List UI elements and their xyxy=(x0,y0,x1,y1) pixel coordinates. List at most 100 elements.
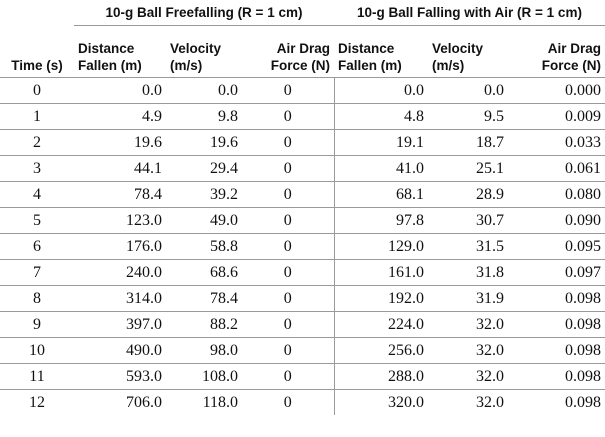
cell-air-drag: 0.009 xyxy=(508,103,605,130)
cell-air-distance: 161.0 xyxy=(333,259,428,286)
cell-time: 8 xyxy=(0,285,74,312)
cell-air-distance: 288.0 xyxy=(333,363,428,390)
cell-air-drag: 0.098 xyxy=(508,337,605,364)
table-row: 6 176.0 58.8 0 129.0 31.5 0.095 xyxy=(0,233,605,260)
col-header-time-label: Time (s) xyxy=(11,58,63,73)
cell-air-velocity: 32.0 xyxy=(428,337,508,364)
cell-free-drag: 0 xyxy=(242,311,334,338)
cell-time: 5 xyxy=(0,207,74,234)
cell-air-drag: 0.000 xyxy=(508,77,605,104)
cell-air-velocity: 0.0 xyxy=(428,77,508,104)
cell-free-distance: 314.0 xyxy=(74,285,166,312)
cell-air-drag: 0.098 xyxy=(508,285,605,312)
group-header-freefall: 10-g Ball Freefalling (R = 1 cm) xyxy=(74,0,334,26)
cell-time: 9 xyxy=(0,311,74,338)
cell-free-velocity: 88.2 xyxy=(166,311,242,338)
cell-time: 1 xyxy=(0,103,74,130)
cell-air-distance: 41.0 xyxy=(333,155,428,182)
cell-free-distance: 0.0 xyxy=(74,77,166,104)
cell-free-distance: 706.0 xyxy=(74,389,166,415)
cell-air-drag: 0.098 xyxy=(508,389,605,415)
col-header-air-drag: Air Drag Force (N) xyxy=(508,26,605,78)
table-row: 11 593.0 108.0 0 288.0 32.0 0.098 xyxy=(0,363,605,390)
cell-free-velocity: 29.4 xyxy=(166,155,242,182)
cell-free-velocity: 98.0 xyxy=(166,337,242,364)
cell-air-drag: 0.061 xyxy=(508,155,605,182)
table-row: 5 123.0 49.0 0 97.8 30.7 0.090 xyxy=(0,207,605,234)
cell-air-distance: 68.1 xyxy=(333,181,428,208)
cell-free-distance: 123.0 xyxy=(74,207,166,234)
falling-ball-data-table: 10-g Ball Freefalling (R = 1 cm) 10-g Ba… xyxy=(0,0,605,415)
cell-air-velocity: 28.9 xyxy=(428,181,508,208)
cell-free-velocity: 118.0 xyxy=(166,389,242,415)
cell-free-distance: 397.0 xyxy=(74,311,166,338)
cell-free-velocity: 78.4 xyxy=(166,285,242,312)
table-row: 3 44.1 29.4 0 41.0 25.1 0.061 xyxy=(0,155,605,182)
cell-free-velocity: 58.8 xyxy=(166,233,242,260)
cell-free-distance: 78.4 xyxy=(74,181,166,208)
cell-free-drag: 0 xyxy=(242,259,334,286)
cell-time: 3 xyxy=(0,155,74,182)
col-header-air-velocity-line2: (m/s) xyxy=(432,58,465,73)
cell-air-distance: 320.0 xyxy=(333,389,428,415)
col-header-air-drag-line1: Air Drag xyxy=(547,41,601,56)
col-header-free-velocity-line1: Velocity xyxy=(170,41,222,56)
table-row: 7 240.0 68.6 0 161.0 31.8 0.097 xyxy=(0,259,605,286)
col-header-free-distance-line2: Fallen (m) xyxy=(78,58,142,73)
group-header-empty xyxy=(0,0,74,26)
cell-air-drag: 0.098 xyxy=(508,363,605,390)
cell-air-drag: 0.090 xyxy=(508,207,605,234)
cell-air-drag: 0.095 xyxy=(508,233,605,260)
cell-free-distance: 593.0 xyxy=(74,363,166,390)
col-header-air-distance: Distance Fallen (m) xyxy=(334,26,428,78)
table-row: 9 397.0 88.2 0 224.0 32.0 0.098 xyxy=(0,311,605,338)
cell-air-distance: 19.1 xyxy=(333,129,428,156)
cell-free-drag: 0 xyxy=(242,337,334,364)
cell-free-drag: 0 xyxy=(242,155,334,182)
cell-air-distance: 97.8 xyxy=(333,207,428,234)
cell-air-distance: 4.8 xyxy=(333,103,428,130)
cell-air-distance: 224.0 xyxy=(333,311,428,338)
cell-time: 4 xyxy=(0,181,74,208)
cell-free-velocity: 0.0 xyxy=(166,77,242,104)
cell-free-drag: 0 xyxy=(242,129,334,156)
cell-free-distance: 176.0 xyxy=(74,233,166,260)
cell-free-distance: 240.0 xyxy=(74,259,166,286)
col-header-free-distance: Distance Fallen (m) xyxy=(74,26,166,78)
col-header-air-distance-line2: Fallen (m) xyxy=(338,58,402,73)
cell-time: 12 xyxy=(0,389,74,415)
col-header-time: Time (s) xyxy=(0,26,74,78)
cell-free-drag: 0 xyxy=(242,77,334,104)
col-header-free-velocity-line2: (m/s) xyxy=(170,58,203,73)
cell-air-velocity: 18.7 xyxy=(428,129,508,156)
cell-free-velocity: 19.6 xyxy=(166,129,242,156)
col-header-free-distance-line1: Distance xyxy=(78,41,135,56)
cell-air-distance: 256.0 xyxy=(333,337,428,364)
column-header-row: Time (s) Distance Fallen (m) Velocity (m… xyxy=(0,26,605,78)
cell-free-drag: 0 xyxy=(242,207,334,234)
col-header-free-drag: Air Drag Force (N) xyxy=(242,26,334,78)
cell-free-drag: 0 xyxy=(242,233,334,260)
cell-free-velocity: 68.6 xyxy=(166,259,242,286)
table-row: 1 4.9 9.8 0 4.8 9.5 0.009 xyxy=(0,103,605,130)
cell-free-drag: 0 xyxy=(242,285,334,312)
cell-free-drag: 0 xyxy=(242,103,334,130)
col-header-free-drag-line1: Air Drag xyxy=(276,41,330,56)
cell-time: 11 xyxy=(0,363,74,390)
cell-time: 7 xyxy=(0,259,74,286)
cell-air-velocity: 25.1 xyxy=(428,155,508,182)
cell-free-velocity: 9.8 xyxy=(166,103,242,130)
table-row: 0 0.0 0.0 0 0.0 0.0 0.000 xyxy=(0,77,605,104)
cell-free-drag: 0 xyxy=(242,363,334,390)
cell-air-drag: 0.098 xyxy=(508,311,605,338)
table-row: 2 19.6 19.6 0 19.1 18.7 0.033 xyxy=(0,129,605,156)
group-header-with-air: 10-g Ball Falling with Air (R = 1 cm) xyxy=(334,0,605,26)
table-row: 4 78.4 39.2 0 68.1 28.9 0.080 xyxy=(0,181,605,208)
group-header-row: 10-g Ball Freefalling (R = 1 cm) 10-g Ba… xyxy=(0,0,605,26)
cell-time: 2 xyxy=(0,129,74,156)
col-header-free-velocity: Velocity (m/s) xyxy=(166,26,242,78)
cell-air-velocity: 9.5 xyxy=(428,103,508,130)
cell-time: 10 xyxy=(0,337,74,364)
cell-air-drag: 0.033 xyxy=(508,129,605,156)
